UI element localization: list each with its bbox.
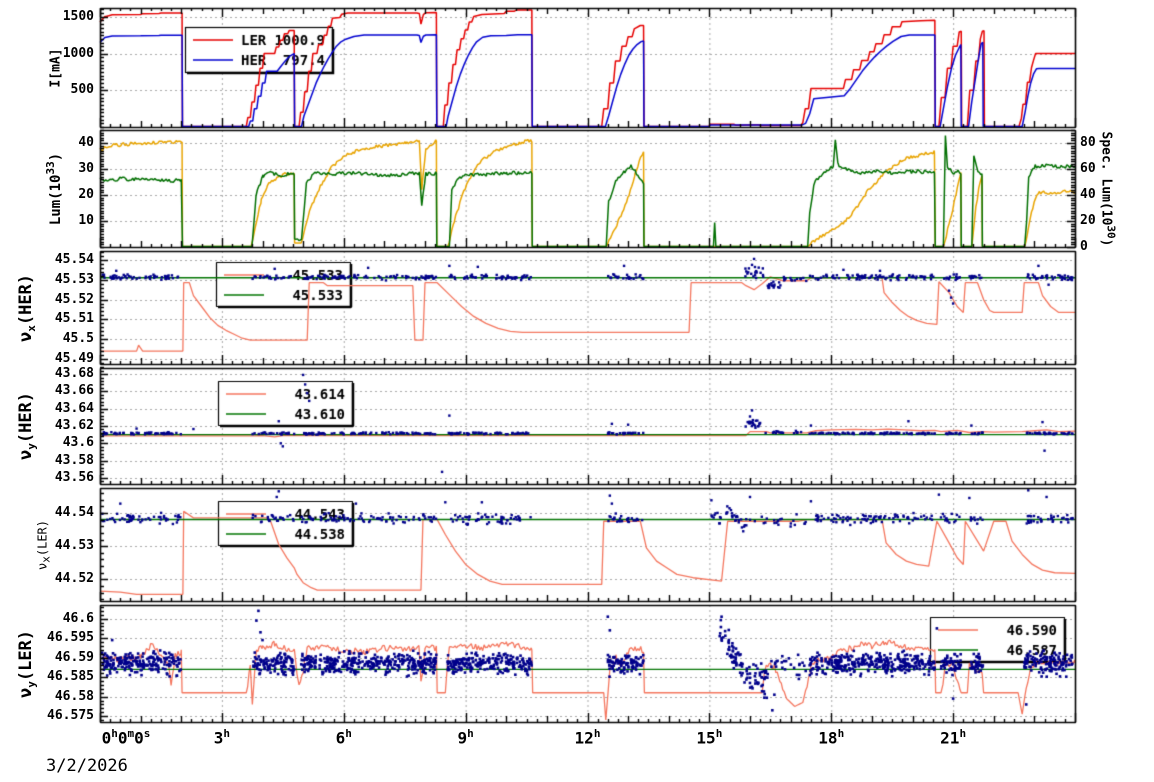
date-label: 3/2/2026 <box>46 756 128 776</box>
